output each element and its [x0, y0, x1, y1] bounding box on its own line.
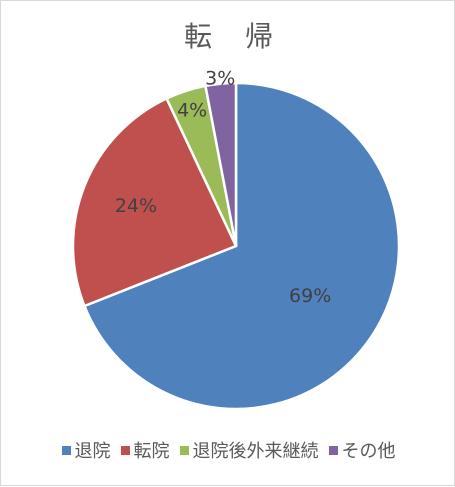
legend-label-4: その他: [341, 441, 396, 462]
legend-swatch-4: [328, 445, 338, 455]
pie-slice-4: [204, 81, 238, 248]
legend-swatch-1: [61, 445, 71, 455]
legend-swatch-3: [179, 445, 189, 455]
chart-legend: 退院 転院 退院後外来継続 その他: [1, 437, 455, 463]
legend-swatch-2: [120, 445, 130, 455]
data-label-1: 69%: [289, 285, 331, 307]
chart-title: 転 帰: [184, 20, 285, 53]
legend-item-1: 退院: [61, 437, 111, 463]
legend-item-2: 転院: [120, 437, 170, 463]
legend-label-2: 転院: [133, 441, 170, 462]
legend-label-1: 退院: [74, 441, 111, 462]
pie-slice-1: [83, 81, 401, 411]
data-label-2: 24%: [115, 195, 157, 217]
data-label-4: 3%: [205, 67, 235, 89]
data-label-3: 4%: [177, 100, 207, 122]
pie-slice-2: [71, 97, 238, 308]
legend-item-4: その他: [328, 437, 396, 463]
legend-item-3: 退院後外来継続: [179, 437, 319, 463]
legend-label-3: 退院後外来継続: [192, 441, 319, 462]
